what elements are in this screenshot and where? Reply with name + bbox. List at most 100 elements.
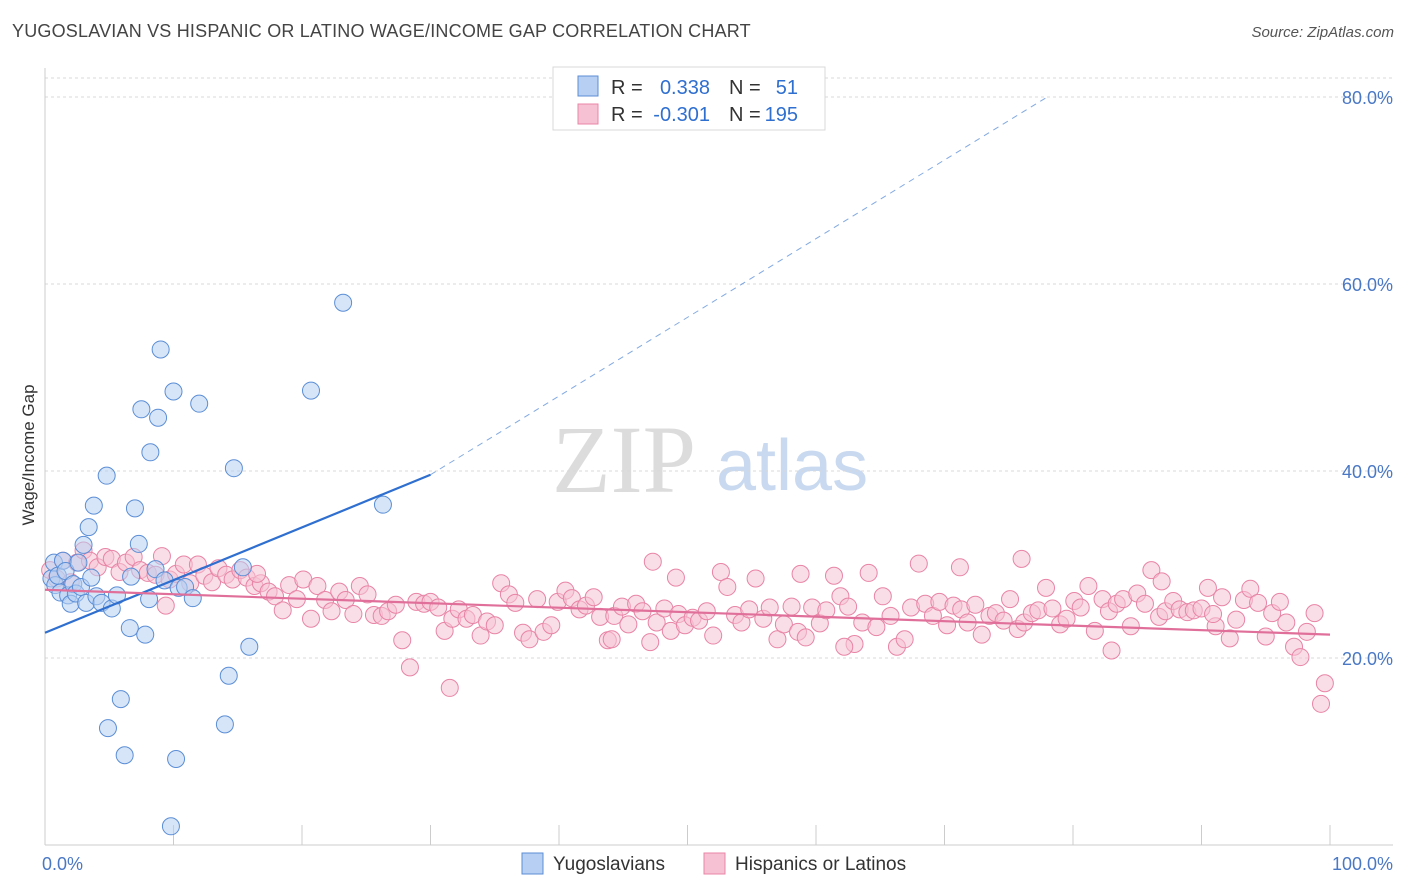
point-hispanic-192 <box>1102 641 1121 660</box>
point-hispanic-168 <box>1227 610 1246 629</box>
point-yugoslavian-27 <box>122 567 141 586</box>
point-yugoslavian-28 <box>125 499 144 518</box>
point-yugoslavian-46 <box>219 666 238 685</box>
x-tick-label-max: 100.0% <box>1332 854 1393 874</box>
legend-n-label-1: N = <box>729 77 761 99</box>
point-hispanic-166 <box>1213 588 1232 607</box>
point-hispanic-131 <box>966 595 985 614</box>
bottom-legend: Yugoslavians Hispanics or Latinos <box>521 852 906 875</box>
point-hispanic-105 <box>782 597 801 616</box>
point-hispanic-113 <box>839 597 858 616</box>
point-hispanic-69 <box>528 590 547 609</box>
point-hispanic-66 <box>506 593 525 612</box>
point-hispanic-118 <box>873 587 892 606</box>
point-yugoslavian-17 <box>84 496 103 515</box>
point-hispanic-45 <box>358 585 377 604</box>
point-hispanic-144 <box>1057 609 1076 628</box>
point-hispanic-184 <box>791 564 810 583</box>
point-hispanic-82 <box>619 615 638 634</box>
point-hispanic-185 <box>1012 549 1031 568</box>
point-hispanic-32 <box>266 587 285 606</box>
point-hispanic-85 <box>641 633 660 652</box>
point-yugoslavian-23 <box>111 690 130 709</box>
point-yugoslavian-13 <box>74 535 93 554</box>
point-yugoslavian-24 <box>115 746 134 765</box>
point-hispanic-93 <box>697 602 716 621</box>
point-yugoslavian-30 <box>132 400 151 419</box>
point-hispanic-55 <box>429 598 448 617</box>
point-hispanic-77 <box>584 588 603 607</box>
point-yugoslavian-33 <box>141 443 160 462</box>
y-tick-label-80: 80.0% <box>1342 88 1393 108</box>
point-hispanic-37 <box>301 609 320 628</box>
point-yugoslavian-39 <box>164 382 183 401</box>
point-hispanic-164 <box>1198 578 1217 597</box>
bottom-legend-label-hispanics: Hispanics or Latinos <box>735 854 906 875</box>
point-hispanic-116 <box>859 563 878 582</box>
point-hispanic-170 <box>1241 579 1260 598</box>
point-yugoslavian-25 <box>98 719 117 738</box>
point-yugoslavian-43 <box>183 589 202 608</box>
point-hispanic-153 <box>1121 617 1140 636</box>
legend-r-label-1: R = <box>611 77 643 99</box>
legend-r-label-2: R = <box>611 104 643 126</box>
point-hispanic-180 <box>1312 694 1331 713</box>
points-layer <box>41 293 1334 836</box>
point-hispanic-141 <box>1037 578 1056 597</box>
legend-swatch-hispanics <box>577 103 599 125</box>
point-yugoslavian-52 <box>373 495 392 514</box>
legend-n-label-2: N = <box>729 104 761 126</box>
point-hispanic-146 <box>1071 598 1090 617</box>
point-hispanic-181 <box>1315 674 1334 693</box>
point-yugoslavian-38 <box>161 817 180 836</box>
point-hispanic-107 <box>796 628 815 647</box>
point-hispanic-96 <box>718 577 737 596</box>
point-hispanic-100 <box>746 569 765 588</box>
trend-layer <box>44 96 1331 636</box>
point-hispanic-95 <box>711 562 730 581</box>
point-hispanic-167 <box>1220 629 1239 648</box>
bottom-legend-swatch-hispanics <box>703 852 726 875</box>
point-hispanic-43 <box>344 605 363 624</box>
grid-layer: 20.0% 40.0% 60.0% 80.0% <box>45 77 1393 669</box>
point-hispanic-179 <box>1305 604 1324 623</box>
point-hispanic-50 <box>393 631 412 650</box>
point-hispanic-111 <box>824 566 843 585</box>
point-hispanic-40 <box>322 602 341 621</box>
point-yugoslavian-50 <box>301 381 320 400</box>
bottom-legend-swatch-yugoslavians <box>521 852 544 875</box>
point-yugoslavian-26 <box>120 619 139 638</box>
legend-swatch-yugoslavians <box>577 75 599 97</box>
point-yugoslavian-16 <box>82 568 101 587</box>
point-yugoslavian-49 <box>240 637 259 656</box>
point-hispanic-175 <box>1277 613 1296 632</box>
point-hispanic-178 <box>1297 622 1316 641</box>
point-hispanic-132 <box>972 625 991 644</box>
point-hispanic-51 <box>400 658 419 677</box>
point-yugoslavian-44 <box>190 394 209 413</box>
watermark-zip: ZIP <box>552 406 696 513</box>
y-axis-label: Wage/Income Gap <box>19 384 38 525</box>
point-hispanic-155 <box>1135 594 1154 613</box>
point-yugoslavian-15 <box>79 518 98 537</box>
point-hispanic-177 <box>1291 648 1310 667</box>
point-hispanic-123 <box>909 554 928 573</box>
point-yugoslavian-20 <box>97 466 116 485</box>
chart-source: Source: ZipAtlas.com <box>1251 24 1394 41</box>
point-hispanic-186 <box>950 558 969 577</box>
point-yugoslavian-36 <box>151 340 170 359</box>
point-hispanic-135 <box>994 611 1013 630</box>
point-hispanic-148 <box>1085 621 1104 640</box>
point-hispanic-172 <box>1256 627 1275 646</box>
point-hispanic-63 <box>485 616 504 635</box>
point-yugoslavian-11 <box>69 553 88 572</box>
legend-r-value-2: -0.301 <box>653 104 710 126</box>
point-hispanic-49 <box>386 595 405 614</box>
y-tick-label-60: 60.0% <box>1342 275 1393 295</box>
point-hispanic-94 <box>704 626 723 645</box>
point-hispanic-142 <box>1043 599 1062 618</box>
watermark-atlas: atlas <box>716 426 868 506</box>
point-hispanic-174 <box>1270 592 1289 611</box>
point-hispanic-102 <box>760 598 779 617</box>
